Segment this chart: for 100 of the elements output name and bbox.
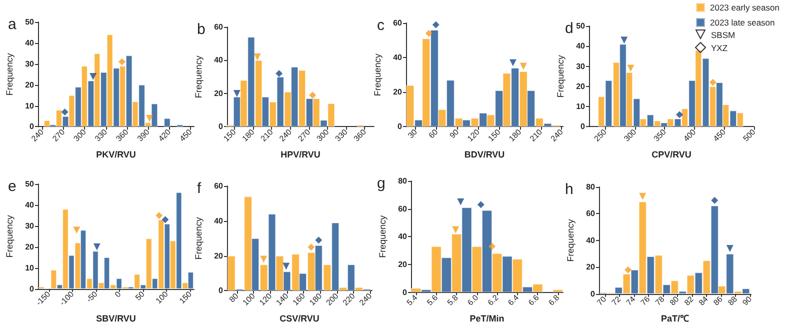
- y-tick-label: 80: [398, 176, 408, 186]
- y-axis-title: Frequency: [4, 52, 15, 96]
- y-tick-label: 20: [398, 260, 408, 269]
- bar: [164, 118, 170, 127]
- y-axis-title: Frequency: [566, 218, 576, 262]
- x-tick-label: 330: [93, 127, 110, 144]
- y-tick-label: 10: [576, 102, 586, 112]
- x-tick-label: 400: [682, 127, 698, 144]
- x-tick-label: 270: [50, 127, 67, 144]
- chart-title: f: [197, 180, 202, 197]
- x-tick-label: 5.8: [446, 292, 460, 308]
- y-tick-label: 30: [576, 62, 586, 71]
- y-axis-title: Frequency: [378, 214, 388, 258]
- chart-title: g: [377, 175, 386, 192]
- y-tick-label: 40: [25, 200, 35, 210]
- x-tick-label: 82: [682, 294, 696, 308]
- x-tick-label: -50: [84, 289, 100, 304]
- x-tick-label: 6.4: [506, 292, 521, 308]
- x-axis-title: PeT/Min: [470, 314, 504, 324]
- x-tick-label: 5.6: [425, 292, 440, 308]
- y-tick-label: 40: [393, 53, 403, 62]
- y-axis-title: Frequency: [4, 214, 15, 258]
- y-tick-label: 40: [398, 232, 408, 242]
- bar: [552, 290, 563, 292]
- x-tick-label: 450: [712, 127, 728, 144]
- x-tick-label: 100: [241, 291, 258, 308]
- x-tick-label: 120: [258, 291, 274, 308]
- x-tick-label: 300: [72, 127, 88, 144]
- x-tick-label: 90: [740, 294, 754, 308]
- x-tick-label: 80: [668, 294, 682, 308]
- x-tick-label: 150: [178, 289, 194, 306]
- x-tick-label: 330: [333, 127, 350, 144]
- y-tick-label: 30: [25, 59, 35, 68]
- y-tick-label: 20: [25, 242, 35, 252]
- x-tick-label: 300: [314, 127, 332, 144]
- x-tick-label: 420: [156, 127, 173, 144]
- x-tick-label: 86: [712, 294, 725, 308]
- x-tick-label: 270: [296, 127, 312, 144]
- y-tick-label: 20: [393, 88, 403, 97]
- y-tick-label: 50: [576, 22, 586, 30]
- legend-label: 2023 late season: [710, 18, 776, 28]
- y-tick-label: 60: [398, 204, 408, 214]
- y-tick-label: 60: [214, 182, 224, 190]
- x-tick-label: 390: [136, 127, 152, 144]
- x-tick-label: 78: [654, 294, 667, 308]
- y-tick-label: 20: [576, 82, 586, 91]
- y-axis-title: Frequency: [372, 53, 383, 96]
- x-tick-label: -150: [34, 289, 52, 308]
- y-tick-label: 40: [576, 42, 586, 51]
- y-tick-label: 60: [393, 18, 403, 28]
- x-tick-label: 500: [741, 127, 758, 144]
- y-axis-title: Frequency: [556, 54, 566, 98]
- y-tick-label: 40: [214, 56, 224, 65]
- x-axis-title: CSV/RVU: [280, 314, 320, 324]
- y-tick-label: 20: [214, 251, 224, 260]
- x-tick-label: 0: [113, 289, 124, 300]
- annotation: SBSM: [711, 30, 736, 40]
- x-tick-label: 220: [341, 291, 358, 308]
- y-tick-label: 10: [25, 101, 35, 110]
- x-tick-label: 180: [308, 291, 324, 308]
- x-tick-label: 350: [652, 127, 668, 144]
- x-tick-label: 450: [178, 127, 194, 144]
- x-tick-label: 6.6: [526, 292, 542, 308]
- x-tick-label: -100: [58, 289, 76, 308]
- y-tick-label: 30: [25, 221, 35, 230]
- y-tick-label: 80: [586, 182, 596, 192]
- x-tick-label: 74: [624, 294, 638, 308]
- x-tick-label: 70: [595, 294, 608, 308]
- x-tick-label: 240: [549, 127, 566, 144]
- chart-title: h: [565, 181, 574, 198]
- y-tick-label: 20: [25, 80, 35, 90]
- x-tick-label: 88: [726, 294, 740, 308]
- y-tick-label: 60: [586, 209, 596, 218]
- x-tick-label: 120: [466, 127, 482, 144]
- x-tick-label: 160: [291, 291, 308, 308]
- x-tick-label: 210: [259, 127, 276, 144]
- x-tick-label: 360: [114, 127, 131, 144]
- x-tick-label: 60: [427, 127, 440, 140]
- x-tick-label: 240: [278, 127, 294, 144]
- chart-title: a: [8, 16, 17, 33]
- chart-title: d: [565, 20, 574, 37]
- x-tick-label: 6.0: [466, 292, 480, 308]
- y-axis-title: Frequency: [194, 55, 204, 98]
- annotation: YXZ: [711, 42, 728, 52]
- x-tick-label: 150: [486, 127, 503, 144]
- y-tick-label: 20: [214, 88, 224, 98]
- x-tick-label: 360: [352, 127, 368, 144]
- x-tick-label: 6.2: [486, 292, 501, 308]
- y-tick-label: 40: [25, 38, 35, 48]
- x-tick-label: 180: [240, 127, 257, 144]
- chart-title: c: [377, 17, 385, 34]
- x-tick-label: 84: [697, 294, 710, 308]
- x-tick-label: 200: [324, 291, 341, 308]
- x-tick-label: 240: [358, 291, 374, 308]
- y-tick-label: 20: [586, 262, 596, 272]
- y-tick-label: 10: [25, 263, 35, 272]
- y-axis-title: Frequency: [194, 216, 204, 260]
- x-axis-title: CPV/RVU: [652, 150, 692, 160]
- x-axis-title: BDV/RVU: [464, 150, 505, 160]
- x-tick-label: 150: [222, 127, 238, 144]
